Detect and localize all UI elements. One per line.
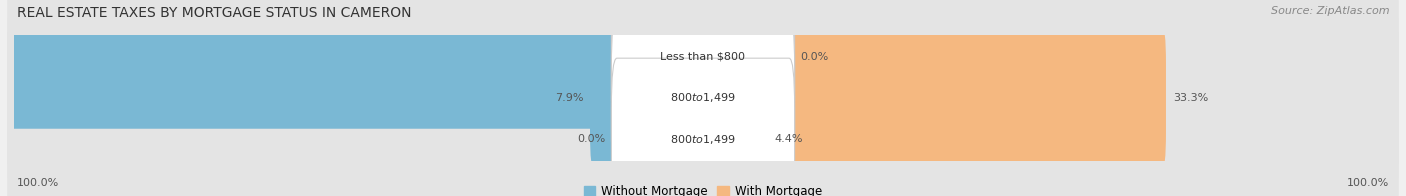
FancyBboxPatch shape bbox=[0, 0, 707, 129]
FancyBboxPatch shape bbox=[7, 0, 1399, 164]
FancyBboxPatch shape bbox=[7, 0, 1399, 196]
Text: 0.0%: 0.0% bbox=[578, 134, 606, 144]
Text: 7.9%: 7.9% bbox=[554, 93, 583, 103]
Text: $800 to $1,499: $800 to $1,499 bbox=[671, 92, 735, 104]
FancyBboxPatch shape bbox=[7, 32, 1399, 196]
Text: 33.3%: 33.3% bbox=[1173, 93, 1208, 103]
FancyBboxPatch shape bbox=[612, 0, 794, 138]
Text: Less than $800: Less than $800 bbox=[661, 52, 745, 62]
Text: 0.0%: 0.0% bbox=[800, 52, 828, 62]
Text: 100.0%: 100.0% bbox=[1347, 178, 1389, 188]
FancyBboxPatch shape bbox=[591, 26, 707, 170]
FancyBboxPatch shape bbox=[699, 67, 768, 196]
Text: 100.0%: 100.0% bbox=[17, 178, 59, 188]
FancyBboxPatch shape bbox=[699, 26, 1166, 170]
Text: $800 to $1,499: $800 to $1,499 bbox=[671, 133, 735, 146]
Legend: Without Mortgage, With Mortgage: Without Mortgage, With Mortgage bbox=[579, 180, 827, 196]
FancyBboxPatch shape bbox=[612, 58, 794, 196]
FancyBboxPatch shape bbox=[612, 17, 794, 179]
Text: 4.4%: 4.4% bbox=[775, 134, 803, 144]
Text: REAL ESTATE TAXES BY MORTGAGE STATUS IN CAMERON: REAL ESTATE TAXES BY MORTGAGE STATUS IN … bbox=[17, 6, 412, 20]
Text: Source: ZipAtlas.com: Source: ZipAtlas.com bbox=[1271, 6, 1389, 16]
